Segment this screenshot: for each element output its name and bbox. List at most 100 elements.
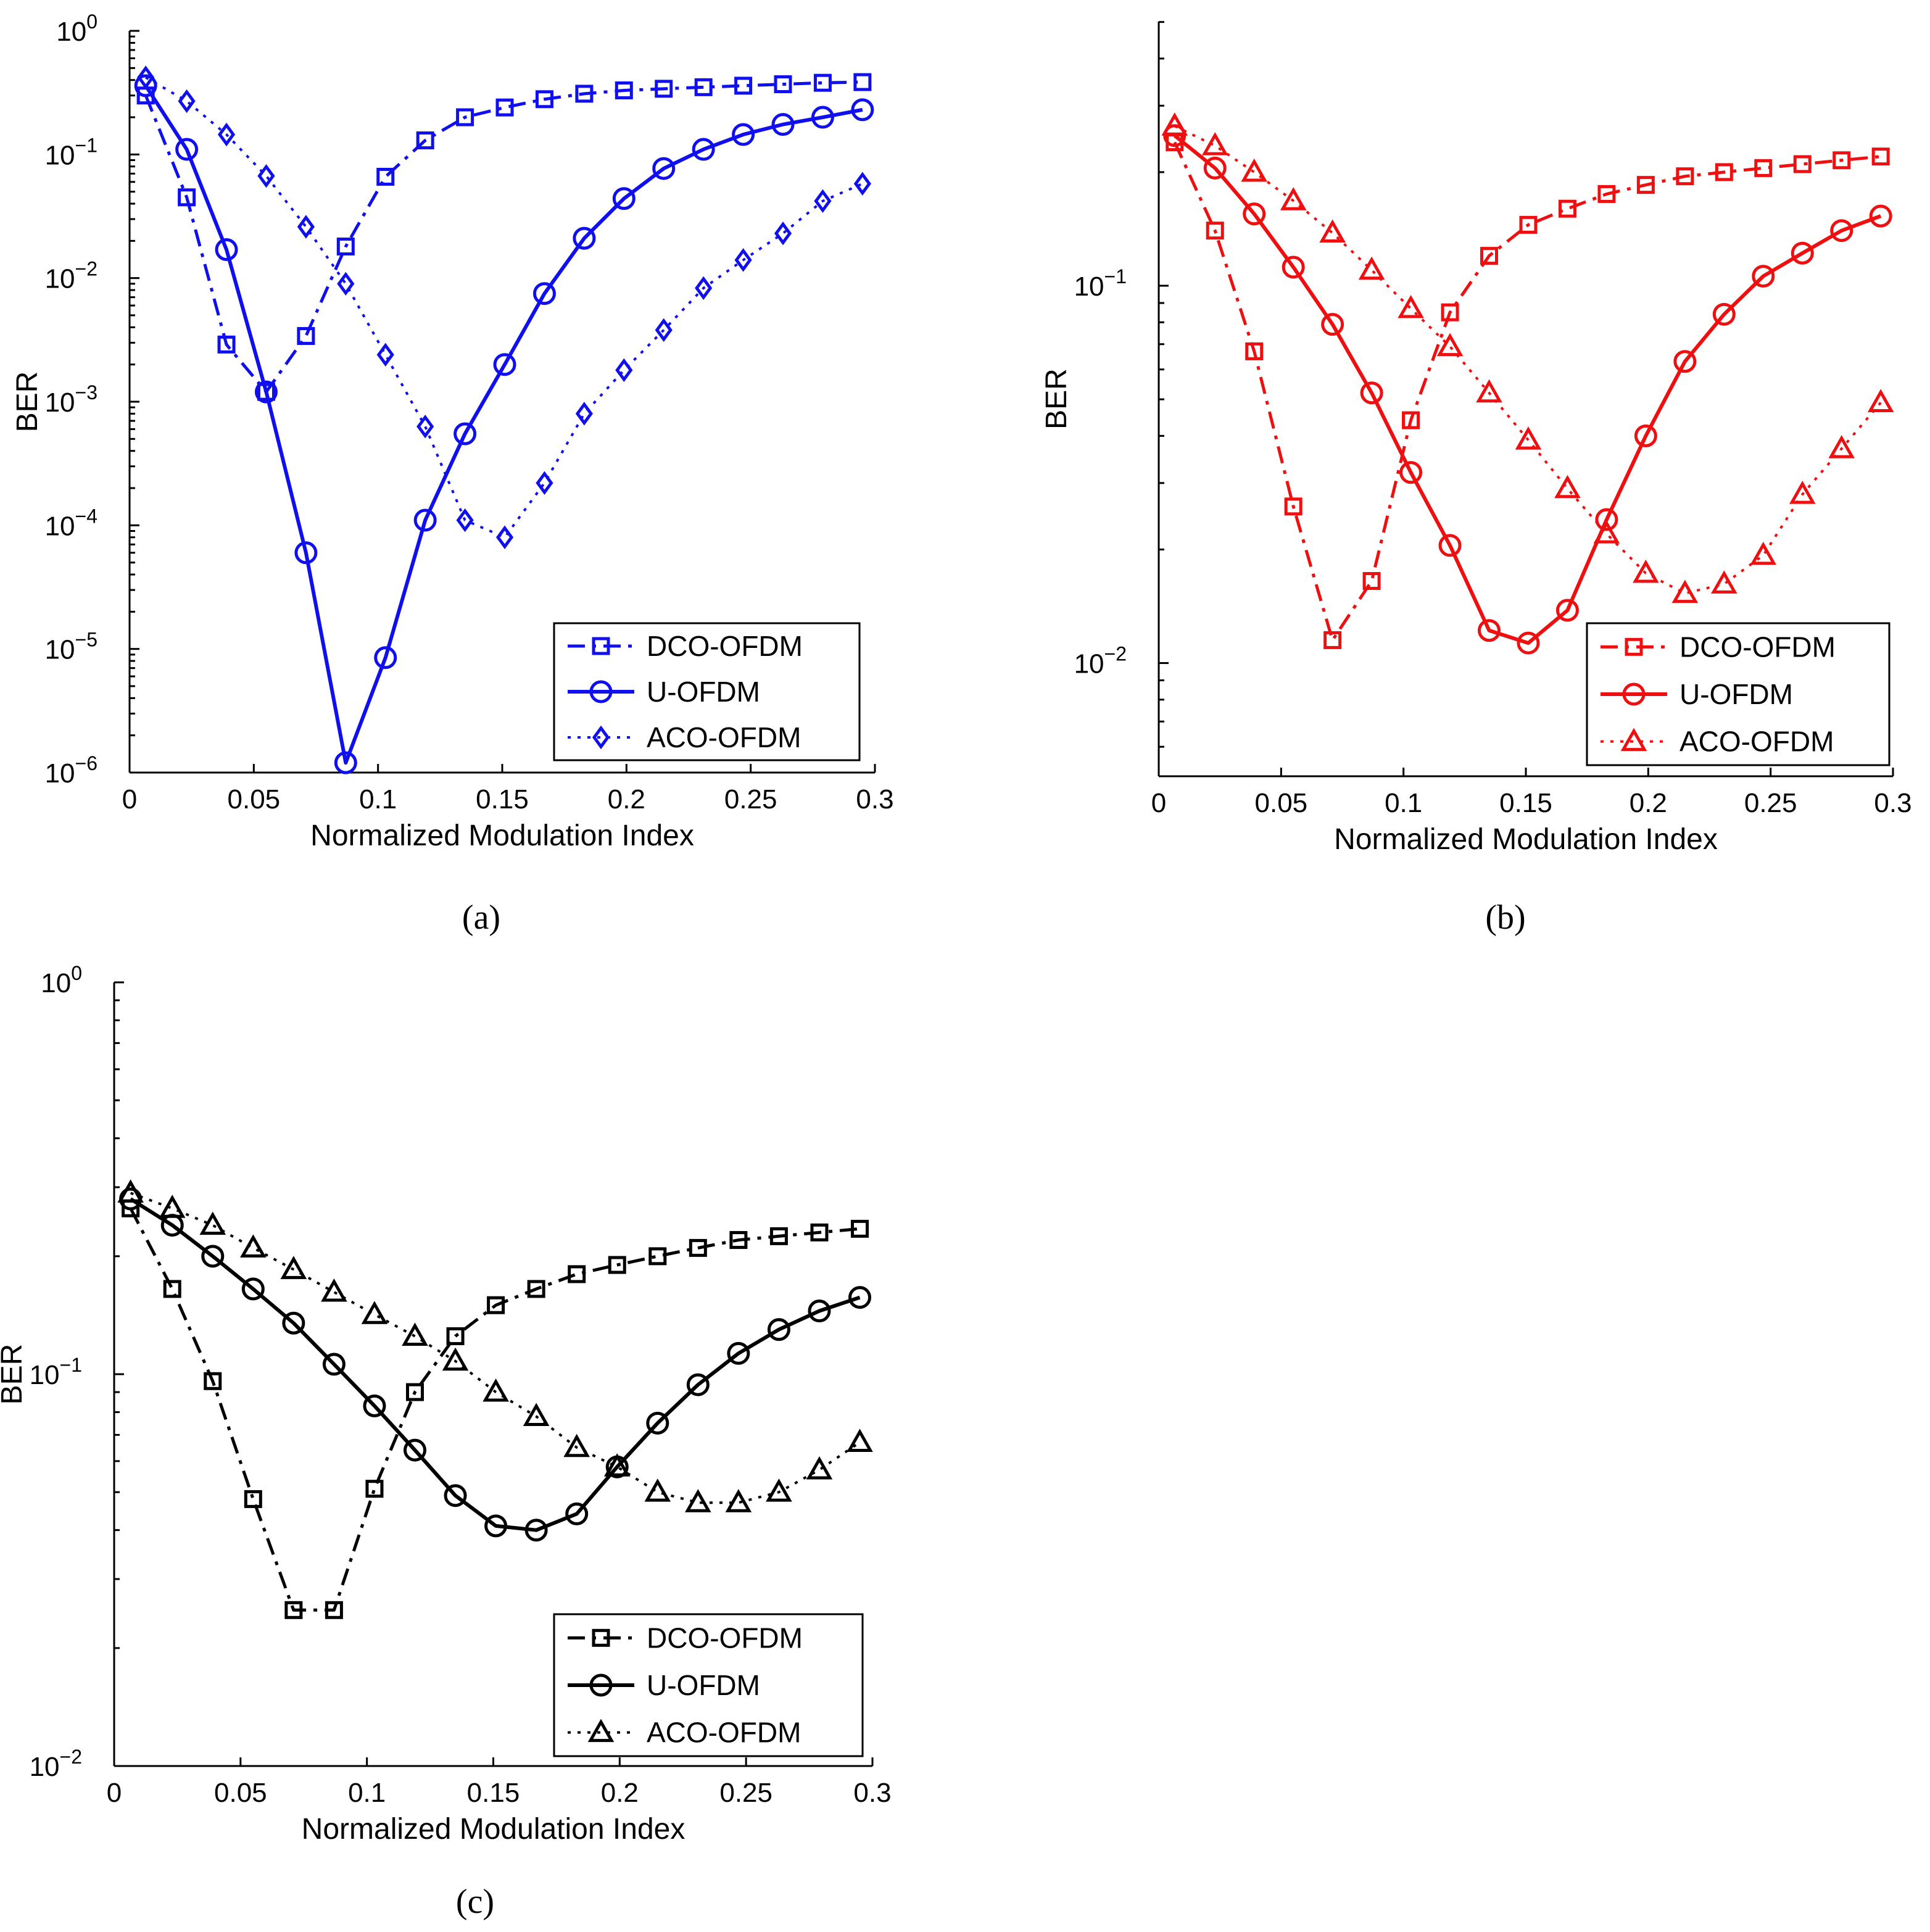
- x-axis-title: Normalized Modulation Index: [302, 1813, 685, 1846]
- data-point-marker: [1593, 520, 1620, 544]
- legend: DCO-OFDM U-OFDM ACO-OFDM: [553, 1613, 864, 1757]
- data-point-marker: [456, 508, 474, 533]
- chart-c: 0 0.05 0.1 0.15 0.2 0.25 0.3 100 10−1 10−2 Normali…: [0, 962, 892, 1921]
- legend-marker: [592, 637, 610, 655]
- data-point-marker: [1555, 599, 1579, 622]
- data-point-marker: [1243, 202, 1266, 226]
- x-tick-label: 0: [122, 784, 137, 815]
- y-axis-title: BER: [1040, 368, 1073, 429]
- legend-label: ACO-OFDM: [647, 721, 801, 753]
- legend-marker: [589, 680, 613, 703]
- data-point-marker: [365, 1480, 384, 1498]
- data-point-marker: [1519, 215, 1538, 234]
- y-tick-label: 10−4: [45, 505, 97, 541]
- data-point-marker: [1673, 350, 1697, 373]
- data-point-marker: [137, 65, 155, 89]
- data-point-marker: [178, 188, 196, 207]
- data-point-marker: [321, 1278, 347, 1302]
- data-point-marker: [404, 1438, 427, 1462]
- x-tick-label: 0.15: [476, 784, 529, 815]
- data-point-marker: [1791, 241, 1814, 265]
- data-point-marker: [848, 1286, 872, 1309]
- data-point-marker: [694, 78, 713, 96]
- legend-label: ACO-OFDM: [647, 1717, 801, 1749]
- data-point-marker: [444, 1484, 467, 1507]
- series-u-ofdm: [134, 74, 874, 774]
- data-point-marker: [695, 276, 713, 301]
- data-point-marker: [575, 402, 593, 426]
- data-point-marker: [240, 1234, 267, 1258]
- x-tick-label: 0.25: [1744, 788, 1797, 818]
- series-aco-ofdm: [137, 65, 871, 549]
- series-line: [130, 1197, 861, 1532]
- data-point-marker: [1358, 256, 1385, 280]
- data-point-marker: [1284, 497, 1303, 516]
- data-point-marker: [1201, 132, 1228, 155]
- data-point-marker: [199, 1211, 226, 1235]
- data-point-marker: [1597, 184, 1616, 203]
- x-tick-label: 0.2: [1630, 788, 1667, 818]
- data-point-marker: [1282, 255, 1305, 279]
- data-point-marker: [336, 238, 355, 256]
- data-point-marker: [648, 1247, 667, 1266]
- data-point-marker: [689, 1238, 707, 1257]
- data-point-marker: [1399, 461, 1423, 484]
- legend-label: ACO-OFDM: [1679, 726, 1834, 758]
- series-dco-ofdm: [136, 73, 872, 401]
- data-point-marker: [1323, 631, 1342, 649]
- legend: DCO-OFDM U-OFDM ACO-OFDM: [553, 622, 861, 761]
- data-point-marker: [1789, 481, 1816, 504]
- data-point-marker: [727, 1341, 750, 1365]
- data-point-marker: [215, 238, 238, 262]
- data-point-marker: [1712, 302, 1736, 326]
- data-point-marker: [1478, 619, 1501, 642]
- data-point-marker: [851, 98, 874, 122]
- data-point-marker: [363, 1394, 386, 1417]
- data-point-marker: [325, 1601, 343, 1619]
- data-point-marker: [483, 1378, 509, 1402]
- data-point-marker: [284, 1601, 303, 1619]
- data-point-marker: [1476, 379, 1502, 403]
- data-point-marker: [851, 1219, 869, 1238]
- data-point-marker: [1554, 475, 1581, 499]
- data-point-marker: [244, 1490, 262, 1508]
- data-point-marker: [257, 164, 275, 188]
- data-point-marker: [615, 358, 633, 383]
- data-point-marker: [532, 282, 556, 305]
- data-point-marker: [767, 1318, 790, 1341]
- series-line: [130, 1192, 861, 1504]
- data-point-marker: [734, 77, 753, 95]
- x-tick-label: 0.15: [1499, 788, 1552, 818]
- legend-label: DCO-OFDM: [1679, 631, 1836, 663]
- legend-marker: [587, 1718, 615, 1743]
- legend-label: U-OFDM: [1679, 678, 1793, 710]
- data-point-marker: [644, 1478, 671, 1502]
- data-point-marker: [808, 1300, 831, 1323]
- data-point-marker: [361, 1301, 388, 1324]
- data-point-marker: [1441, 303, 1459, 321]
- data-point-marker: [1633, 559, 1659, 583]
- x-tick-label: 0.05: [1255, 788, 1308, 818]
- data-point-marker: [1319, 219, 1346, 243]
- data-point-marker: [1830, 219, 1853, 243]
- y-tick-label: 10−5: [45, 629, 97, 665]
- x-tick-label: 0: [1151, 788, 1166, 818]
- data-point-marker: [254, 380, 278, 404]
- data-point-marker: [734, 248, 752, 272]
- data-point-marker: [1245, 342, 1264, 360]
- legend-marker: [589, 1673, 613, 1697]
- legend-marker: [1620, 728, 1647, 752]
- legend-label: U-OFDM: [647, 676, 760, 708]
- data-point-marker: [766, 1478, 792, 1502]
- x-tick-label: 0.25: [719, 1778, 772, 1808]
- data-point-marker: [1280, 187, 1307, 210]
- data-point-marker: [1869, 204, 1892, 228]
- legend: DCO-OFDM U-OFDM ACO-OFDM: [1586, 622, 1891, 766]
- series-line: [1174, 125, 1882, 595]
- x-tick-label: 0.1: [359, 784, 397, 815]
- data-point-marker: [1321, 313, 1344, 336]
- data-point-marker: [1595, 508, 1618, 531]
- y-tick-label: 10−2: [45, 258, 97, 294]
- data-point-marker: [563, 1433, 590, 1457]
- x-tick-label: 0.05: [214, 1778, 267, 1808]
